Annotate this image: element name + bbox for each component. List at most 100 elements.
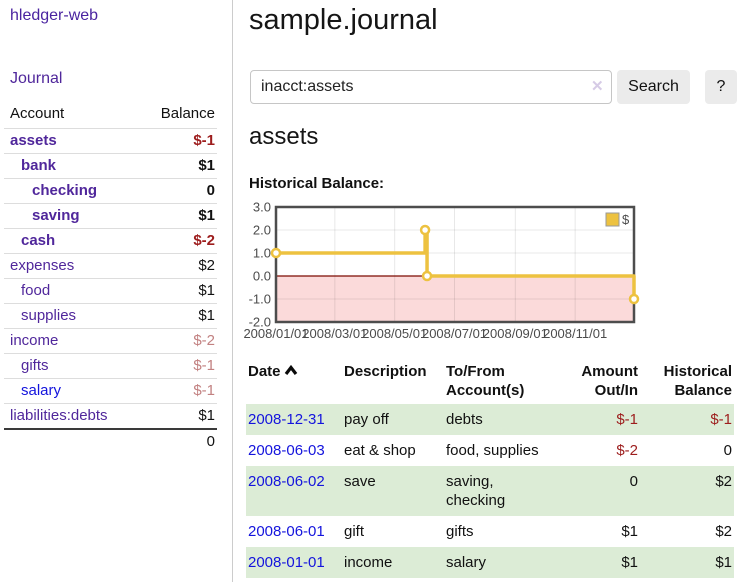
sidebar-account-link-supplies[interactable]: supplies [21,307,77,324]
chart-y-tick-label: 2.0 [253,223,271,238]
page-title: sample.journal [249,4,438,36]
transaction-date-link[interactable]: 2008-01-01 [248,554,325,571]
chart-y-tick-label: 0.0 [253,269,271,284]
transaction-accounts: food, supplies [446,442,539,459]
accounts-column-header-main: To/From Account(s) [446,363,525,399]
register-table: Date Description To/From Account(s) Amou… [246,358,734,578]
description-column-header: Description [344,363,427,380]
transaction-row: 2008-06-01 gift gifts $1 $2 [246,516,734,547]
transaction-accounts: gifts [446,523,474,540]
account-balance: $1 [138,303,217,329]
account-row: supplies $1 [4,303,217,329]
search-button[interactable]: Search [617,70,690,104]
chart-y-tick-label: 1.0 [253,246,271,261]
transaction-row: 2008-12-31 pay off debts $-1 $-1 [246,404,734,435]
account-row: gifts $-1 [4,353,217,379]
transaction-date-link[interactable]: 2008-06-02 [248,473,325,490]
account-row: liabilities:debts $1 [4,403,217,429]
sidebar-divider [232,0,233,582]
help-button[interactable]: ? [705,70,737,104]
chart-x-tick-label: 2008/11/01 [543,326,607,341]
account-balance: $-2 [138,228,217,254]
historical-balance-chart: $3.0 2.0 1.0 0.0 -1.0 -2.0 2008/01/01 2008/03/0… [240,200,660,348]
balance-column-header: Balance [160,105,215,122]
chart-data-marker [419,224,431,236]
sidebar-account-link-food[interactable]: food [21,282,51,299]
transaction-balance: $-1 [710,411,732,428]
sidebar-account-link-gifts[interactable]: gifts [21,357,49,374]
chart-heading: Historical Balance: [249,175,385,192]
chart-y-tick-label: 3.0 [253,200,271,215]
account-balance: $-1 [138,353,217,379]
account-balance: $2 [138,253,217,279]
account-row: income $-2 [4,328,217,354]
account-row: food $1 [4,278,217,304]
sidebar-account-link-liabilities-debts[interactable]: liabilities:debts [10,407,108,424]
historical-balance-column-header: Historical Balance [663,363,732,399]
account-balance: $1 [138,153,217,179]
account-row: checking 0 [4,178,217,204]
transaction-row: 2008-06-03 eat & shop food, supplies $-2 0 [246,435,734,466]
transaction-amount: $1 [621,554,638,571]
chart-data-marker [628,293,640,305]
chart-canvas: $3.0 2.0 1.0 0.0 -1.0 -2.02008/01/012008/03/0… [243,200,640,341]
account-row: expenses $2 [4,253,217,279]
account-balance: $1 [138,278,217,304]
chart-negative-region [276,276,634,322]
transaction-description: save [344,473,376,490]
account-balance: $1 [138,403,217,429]
app-title-link[interactable]: hledger-web [10,7,99,24]
accounts-total-spacer [4,428,138,454]
transaction-row: 2008-06-02 save saving, checking 0 $2 [246,466,734,516]
sidebar-account-link-checking[interactable]: checking [32,182,98,199]
chart-x-tick-label: 2008/09/01 [483,326,548,341]
transaction-date-link[interactable]: 2008-12-31 [248,411,325,428]
chart-x-tick-label: 2008/07/01 [422,326,487,341]
transaction-accounts: saving, checking [446,473,506,509]
account-balance: $-1 [138,378,217,404]
sidebar-item-journal[interactable]: Journal [10,70,63,87]
sidebar-account-link-saving[interactable]: saving [32,207,80,224]
clear-search-icon[interactable]: ✕ [591,78,604,95]
transaction-row: 2008-01-01 income salary $1 $1 [246,547,734,578]
chart-plot-border [274,205,636,324]
chart-y-tick-label: -1.0 [249,292,271,307]
sidebar-account-link-expenses[interactable]: expenses [10,257,75,274]
chart-x-tick-label: 2008/03/01 [302,326,367,341]
transaction-date-link[interactable]: 2008-06-03 [248,442,325,459]
account-balance: 0 [138,178,217,204]
sidebar-account-link-salary[interactable]: salary [21,382,62,399]
account-row: saving $1 [4,203,217,229]
chart-data-marker [421,270,433,282]
amount-column-header: Amount Out/In [581,363,638,399]
transaction-balance: $1 [715,554,732,571]
transaction-amount: $-2 [616,442,638,459]
chart-data-marker [270,247,282,259]
search-input[interactable] [250,70,612,104]
chart-legend-swatch [605,212,620,227]
sidebar-account-link-income[interactable]: income [10,332,59,349]
sort-ascending-icon [284,365,297,375]
transaction-balance: 0 [723,442,732,459]
chart-legend-label: $ [622,212,630,227]
transaction-amount: 0 [629,473,638,490]
sidebar-account-link-bank[interactable]: bank [21,157,57,174]
transaction-balance: $2 [715,473,732,490]
date-header-label: Date [248,363,281,380]
transaction-date-link[interactable]: 2008-06-01 [248,523,325,540]
account-balance: $-1 [138,128,217,154]
transaction-balance: $2 [715,523,732,540]
transaction-amount: $-1 [616,411,638,428]
date-column-header[interactable]: Date [246,358,342,404]
accounts-table: Account Balance assets $-1 bank $1 checking 0… [4,100,217,454]
transaction-description: eat & shop [344,442,416,459]
sidebar-account-link-cash[interactable]: cash [21,232,56,249]
accounts-total-balance: 0 [138,428,217,454]
transaction-description: income [344,554,393,571]
transaction-description: gift [344,523,365,540]
transaction-amount: $1 [621,523,638,540]
transaction-accounts: salary [446,554,487,571]
sidebar-account-link-assets[interactable]: assets [10,132,57,149]
account-row: salary $-1 [4,378,217,404]
